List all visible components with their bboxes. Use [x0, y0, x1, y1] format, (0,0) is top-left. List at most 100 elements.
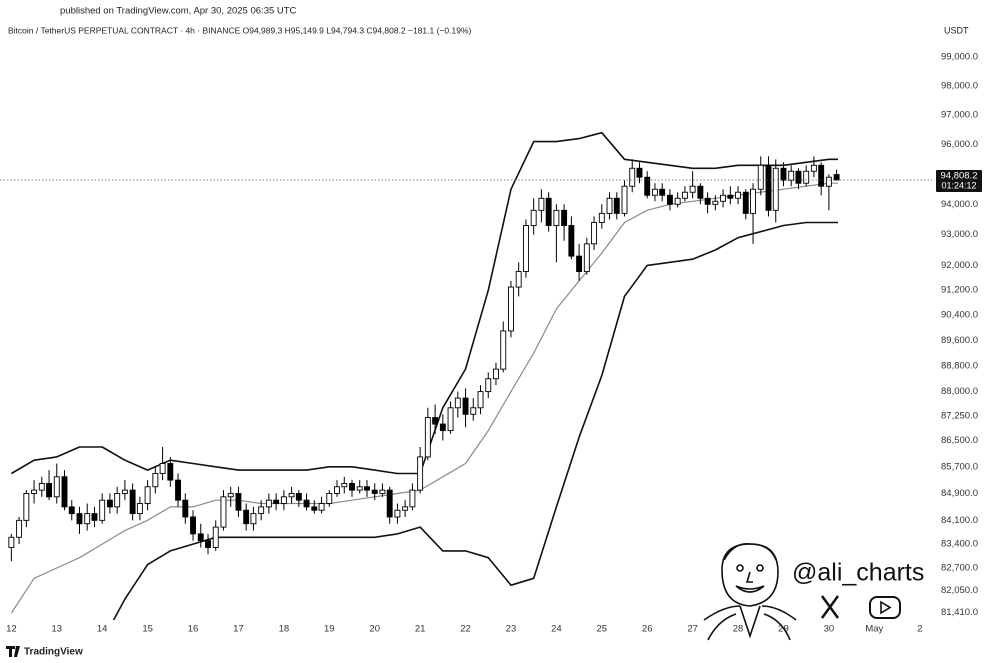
candle-body	[220, 496, 227, 528]
candle-body	[371, 489, 378, 494]
candle-body	[810, 164, 817, 172]
candle-body	[152, 473, 159, 488]
candle-body	[674, 197, 681, 205]
candle-body	[99, 499, 106, 521]
y-tick-label: 89,600.0	[941, 335, 978, 346]
x-tick-label: 14	[97, 624, 108, 635]
y-tick-label: 90,400.0	[941, 310, 978, 321]
candle-body	[243, 509, 250, 525]
candle-body	[114, 493, 121, 508]
candle-body	[788, 170, 795, 181]
candle-body	[651, 188, 658, 196]
y-tick-label: 84,100.0	[941, 515, 978, 526]
candle-body	[379, 489, 386, 494]
candle-body	[522, 225, 529, 273]
candle-body	[447, 407, 454, 432]
x-tick-label: 12	[6, 624, 17, 635]
candle-body	[825, 176, 832, 187]
candle-body	[303, 499, 310, 508]
candle-body	[727, 194, 734, 199]
bollinger-middle	[10, 182, 838, 614]
candle-body	[545, 197, 552, 226]
candle-body	[235, 493, 242, 511]
bollinger-upper	[10, 131, 838, 475]
candle-body	[273, 499, 280, 504]
countdown: 01:24:12	[941, 180, 976, 190]
y-tick-label: 98,000.0	[941, 80, 978, 91]
y-tick-label: 88,800.0	[941, 360, 978, 371]
y-tick-label: 91,200.0	[941, 285, 978, 296]
candle-body	[349, 482, 355, 491]
candle-body	[61, 476, 68, 508]
y-tick-label: 85,700.0	[941, 461, 978, 472]
youtube-play	[880, 600, 892, 615]
x-tick-label: 24	[551, 624, 562, 635]
candle-body	[175, 479, 181, 501]
published-note: published on TradingView.com, Apr 30, 20…	[60, 6, 297, 17]
candle-body	[818, 164, 825, 187]
candle-body	[795, 170, 802, 184]
candle-body	[493, 368, 499, 380]
candle-body	[598, 212, 605, 223]
candle-body	[803, 170, 810, 184]
x-tick-label: 17	[233, 624, 244, 635]
candle-body	[742, 191, 749, 214]
candle-body	[538, 197, 545, 211]
candle-body	[462, 397, 469, 415]
y-tick-label: 93,000.0	[941, 229, 978, 240]
candle-body	[750, 188, 756, 214]
candle-body	[591, 222, 598, 245]
y-tick-label: 96,000.0	[941, 139, 978, 150]
y-tick-label: 88,000.0	[941, 386, 978, 397]
x-tick-label: May	[865, 624, 883, 635]
y-tick-label: 92,000.0	[941, 260, 978, 271]
candle-body	[689, 185, 696, 193]
x-tick-label: 23	[506, 624, 517, 635]
x-tick-label: 21	[415, 624, 426, 635]
y-tick-label: 81,410.0	[941, 607, 978, 618]
candle-body	[16, 519, 23, 538]
candle-body	[530, 209, 537, 226]
candle-body	[68, 506, 75, 515]
y-tick-label: 82,050.0	[941, 585, 978, 596]
candle-body	[341, 482, 348, 488]
x-tick-label: 30	[824, 624, 835, 635]
candle-body	[334, 486, 340, 494]
candle-body	[288, 493, 295, 498]
candle-body	[190, 516, 196, 535]
candle-body	[621, 185, 628, 214]
candle-body	[757, 164, 764, 190]
author-badge: @ali_charts	[703, 543, 924, 641]
candle-body	[765, 164, 772, 211]
candle-body	[258, 506, 265, 515]
x-tick-label: 2	[917, 624, 922, 635]
y-tick-label: 94,000.0	[941, 199, 978, 210]
x-tick-label: 27	[687, 624, 698, 635]
candle-body	[402, 506, 409, 511]
last-price-label: 94,808.2	[941, 171, 978, 182]
candle-body	[553, 209, 560, 226]
candle-body	[508, 286, 514, 332]
candle-body	[515, 271, 522, 288]
candle-body	[280, 496, 287, 504]
candle-body	[704, 197, 711, 205]
y-tick-label: 97,000.0	[941, 110, 978, 121]
candle-body	[485, 378, 492, 393]
candle-body	[53, 476, 60, 498]
x-tick-label: 25	[597, 624, 608, 635]
tradingview-logo	[6, 646, 20, 657]
candle-body	[629, 167, 636, 187]
candle-body	[576, 255, 583, 273]
candle-body	[500, 330, 507, 370]
candle-body	[227, 493, 234, 498]
x-tick-label: 19	[324, 624, 335, 635]
candle-body	[772, 167, 779, 211]
candle-body	[326, 493, 333, 504]
candle-body	[561, 209, 568, 226]
candle-body	[265, 499, 272, 508]
candle-body	[439, 423, 446, 432]
candle-body	[84, 513, 91, 525]
candle-body	[568, 225, 575, 257]
y-tick-label: 84,900.0	[941, 488, 978, 499]
candle-body	[144, 486, 151, 504]
